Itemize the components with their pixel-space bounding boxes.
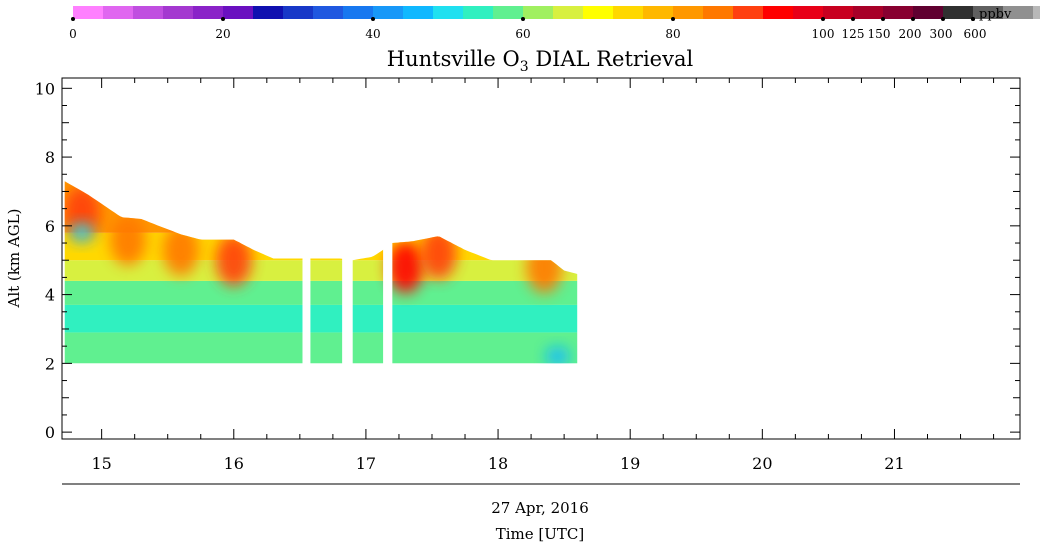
colorbar-tick-label: 150 bbox=[868, 27, 891, 41]
colorbar-swatch bbox=[523, 6, 554, 19]
colorbar-tick-dot bbox=[911, 17, 915, 21]
colorbar-tick-dot bbox=[881, 17, 885, 21]
colorbar-swatch bbox=[403, 6, 434, 19]
colorbar-swatch bbox=[373, 6, 404, 19]
colorbar-swatch bbox=[313, 6, 344, 19]
ozone-enhancement bbox=[64, 186, 100, 239]
y-tick-label: 8 bbox=[45, 148, 55, 167]
colorbar-tick-dot bbox=[941, 17, 945, 21]
ozone-layer bbox=[64, 304, 578, 333]
colorbar-tick-label: 125 bbox=[842, 27, 865, 41]
colorbar-swatch bbox=[133, 6, 164, 19]
x-tick-label: 20 bbox=[752, 454, 772, 473]
colorbar-tick-dot bbox=[521, 17, 525, 21]
colorbar-swatch bbox=[973, 6, 1004, 19]
x-tick-label: 17 bbox=[356, 454, 376, 473]
colorbar-tick-label: 60 bbox=[515, 27, 530, 41]
x-tick-label: 19 bbox=[620, 454, 640, 473]
colorbar-tick-label: 80 bbox=[665, 27, 680, 41]
colorbar-swatch bbox=[343, 6, 374, 19]
y-tick-label: 6 bbox=[45, 217, 55, 236]
colorbar-swatch bbox=[883, 6, 914, 19]
colorbar-swatch bbox=[853, 6, 884, 19]
colorbar-swatch bbox=[1003, 6, 1034, 19]
x-tick-label: 18 bbox=[488, 454, 508, 473]
colorbar-tick-label: 600 bbox=[964, 27, 987, 41]
colorbar-swatch bbox=[673, 6, 704, 19]
colorbar-swatch bbox=[733, 6, 764, 19]
colorbar-swatch bbox=[613, 6, 644, 19]
colorbar-swatch bbox=[103, 6, 134, 19]
colorbar-swatch bbox=[793, 6, 824, 19]
ozone-layer bbox=[64, 280, 578, 305]
colorbar-tick-dot bbox=[371, 17, 375, 21]
ozone-low-pocket bbox=[69, 222, 94, 243]
x-tick-label: 21 bbox=[884, 454, 904, 473]
colorbar-swatch bbox=[193, 6, 224, 19]
axes: 0 2 4 6 8 10 15 16 17 18 19 20 21 bbox=[35, 78, 1020, 473]
x-tick-label: 16 bbox=[224, 454, 244, 473]
x-axis-label: Time [UTC] bbox=[496, 525, 585, 543]
title-suffix: DIAL Retrieval bbox=[529, 47, 694, 71]
retrieval-field bbox=[64, 181, 578, 364]
title-prefix: Huntsville O bbox=[387, 47, 520, 71]
colorbar-swatch bbox=[253, 6, 284, 19]
y-tick-label: 0 bbox=[45, 423, 55, 442]
y-tick-label: 2 bbox=[45, 354, 55, 373]
ozone-enhancement bbox=[526, 241, 563, 294]
colorbar-tick-label: 40 bbox=[365, 27, 380, 41]
colorbar-tick-label: 100 bbox=[812, 27, 835, 41]
colorbar-swatch bbox=[73, 6, 104, 19]
x-tick-label: 15 bbox=[91, 454, 111, 473]
colorbar-swatch bbox=[943, 6, 974, 19]
colorbar-swatch bbox=[823, 6, 854, 19]
colorbar-swatch bbox=[703, 6, 734, 19]
colorbar-swatch bbox=[163, 6, 194, 19]
data-gap bbox=[342, 78, 353, 371]
ozone-enhancement bbox=[387, 241, 424, 294]
colorbar-tick-label: 300 bbox=[930, 27, 953, 41]
plot-frame bbox=[61, 77, 1021, 440]
colorbar-tick-dot bbox=[821, 17, 825, 21]
colorbar-swatch bbox=[433, 6, 464, 19]
y-tick-label: 4 bbox=[45, 286, 55, 305]
ozone-layer bbox=[64, 260, 578, 281]
colorbar-swatch bbox=[643, 6, 674, 19]
colorbar-tick-dot bbox=[671, 17, 675, 21]
ozone-heatmap bbox=[64, 78, 578, 371]
colorbar-tick-label: 20 bbox=[215, 27, 230, 41]
colorbar-unit-label: ppbv bbox=[979, 7, 1012, 22]
colorbar-tick-dot bbox=[221, 17, 225, 21]
colorbar-swatch bbox=[583, 6, 614, 19]
title-subscript: 3 bbox=[520, 59, 529, 75]
data-gap bbox=[302, 78, 311, 371]
y-axis-label: Alt (km AGL) bbox=[5, 209, 23, 309]
ozone-enhancement bbox=[110, 213, 147, 266]
data-gap bbox=[383, 78, 393, 371]
colorbar: 0 20 40 60 80 100 125 150 200 300 600 bbox=[69, 6, 1040, 41]
colorbar-swatch bbox=[493, 6, 524, 19]
ozone-low-pocket bbox=[545, 346, 570, 364]
y-tick-label: 10 bbox=[35, 79, 55, 98]
colorbar-swatch bbox=[223, 6, 254, 19]
colorbar-tick-label: 0 bbox=[69, 27, 77, 41]
ozone-enhancement bbox=[215, 234, 252, 287]
colorbar-tick-label: 200 bbox=[899, 27, 922, 41]
ozone-layer bbox=[64, 332, 578, 364]
x-axis-date-label: 27 Apr, 2016 bbox=[491, 499, 589, 517]
colorbar-swatch bbox=[763, 6, 794, 19]
colorbar-swatch bbox=[553, 6, 584, 19]
colorbar-tick-dot bbox=[71, 17, 75, 21]
colorbar-tick-dot bbox=[971, 17, 975, 21]
colorbar-swatch bbox=[283, 6, 314, 19]
chart-title: Huntsville O3 DIAL Retrieval bbox=[387, 47, 694, 75]
colorbar-tick-dot bbox=[851, 17, 855, 21]
colorbar-swatch bbox=[913, 6, 944, 19]
colorbar-swatch bbox=[1033, 6, 1040, 19]
colorbar-swatch bbox=[463, 6, 494, 19]
ozone-enhancement bbox=[420, 227, 457, 280]
ozone-enhancement bbox=[162, 223, 199, 276]
